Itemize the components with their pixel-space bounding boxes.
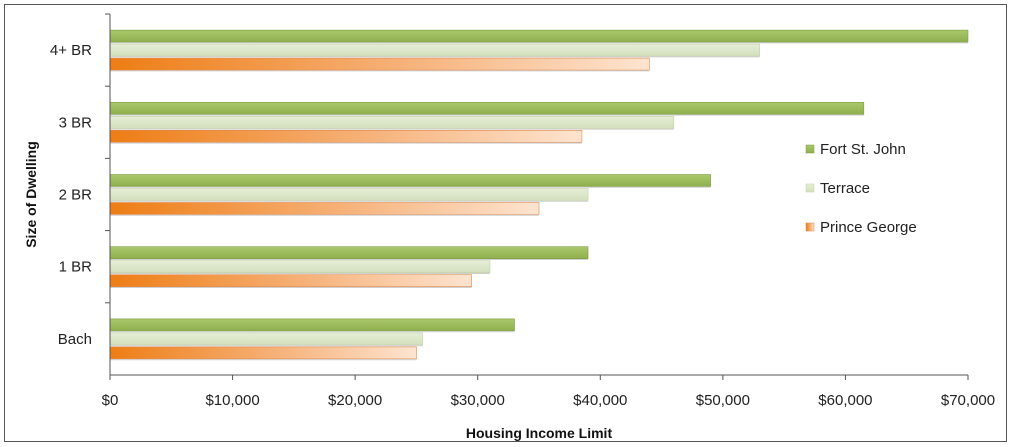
legend-swatch-terrace xyxy=(805,183,815,193)
chart-frame xyxy=(4,4,1007,442)
bar-terrace-1-br xyxy=(109,260,491,274)
y-tick-label: 4+ BR xyxy=(50,42,92,59)
y-tick-label: 1 BR xyxy=(59,259,93,276)
bars-group xyxy=(109,29,969,361)
legend-label-prince-george: Prince George xyxy=(820,219,917,236)
bar-prince-george-1-br xyxy=(109,274,472,288)
x-tick-label: $40,000 xyxy=(573,392,627,409)
y-tick-label: 3 BR xyxy=(59,114,93,131)
bar-terrace-bach xyxy=(109,332,423,346)
x-tick-label: $0 xyxy=(102,392,119,409)
x-tick-label: $70,000 xyxy=(941,392,995,409)
labels-group: Bach 1 BR 2 BR 3 BR 4+ BR $0 $10,000 $20,000 $30… xyxy=(23,42,995,441)
legend-label-terrace: Terrace xyxy=(820,180,870,197)
x-axis-title: Housing Income Limit xyxy=(466,425,613,441)
y-tick-label: Bach xyxy=(58,331,92,348)
y-tick-label: 2 BR xyxy=(59,187,93,204)
x-tick-label: $20,000 xyxy=(328,392,382,409)
bar-fort-st-john-2-br xyxy=(109,174,711,187)
legend-label-fort-st-john: Fort St. John xyxy=(820,141,906,158)
bar-prince-george-bach xyxy=(109,346,417,360)
bar-prince-george-3-br xyxy=(109,130,583,143)
legend-swatch-fort-st-john xyxy=(805,144,815,154)
bar-fort-st-john-bach xyxy=(109,318,515,332)
legend: Fort St. John Terrace Prince George xyxy=(805,141,917,236)
y-axis-title: Size of Dwelling xyxy=(23,141,39,248)
legend-swatch-prince-george xyxy=(805,222,815,232)
bar-prince-george-4-br xyxy=(109,57,650,71)
x-tick-label: $30,000 xyxy=(451,392,505,409)
bar-terrace-3-br xyxy=(109,116,675,129)
bar-terrace-2-br xyxy=(109,188,589,201)
x-tick-label: $60,000 xyxy=(818,392,872,409)
bar-prince-george-2-br xyxy=(109,202,540,215)
bar-terrace-4-br xyxy=(109,43,760,57)
axes-group xyxy=(105,13,969,380)
bar-fort-st-john-3-br xyxy=(109,102,865,115)
x-tick-label: $10,000 xyxy=(205,392,259,409)
x-tick-label: $50,000 xyxy=(696,392,750,409)
bar-fort-st-john-4-br xyxy=(109,29,969,43)
bar-fort-st-john-1-br xyxy=(109,246,589,259)
